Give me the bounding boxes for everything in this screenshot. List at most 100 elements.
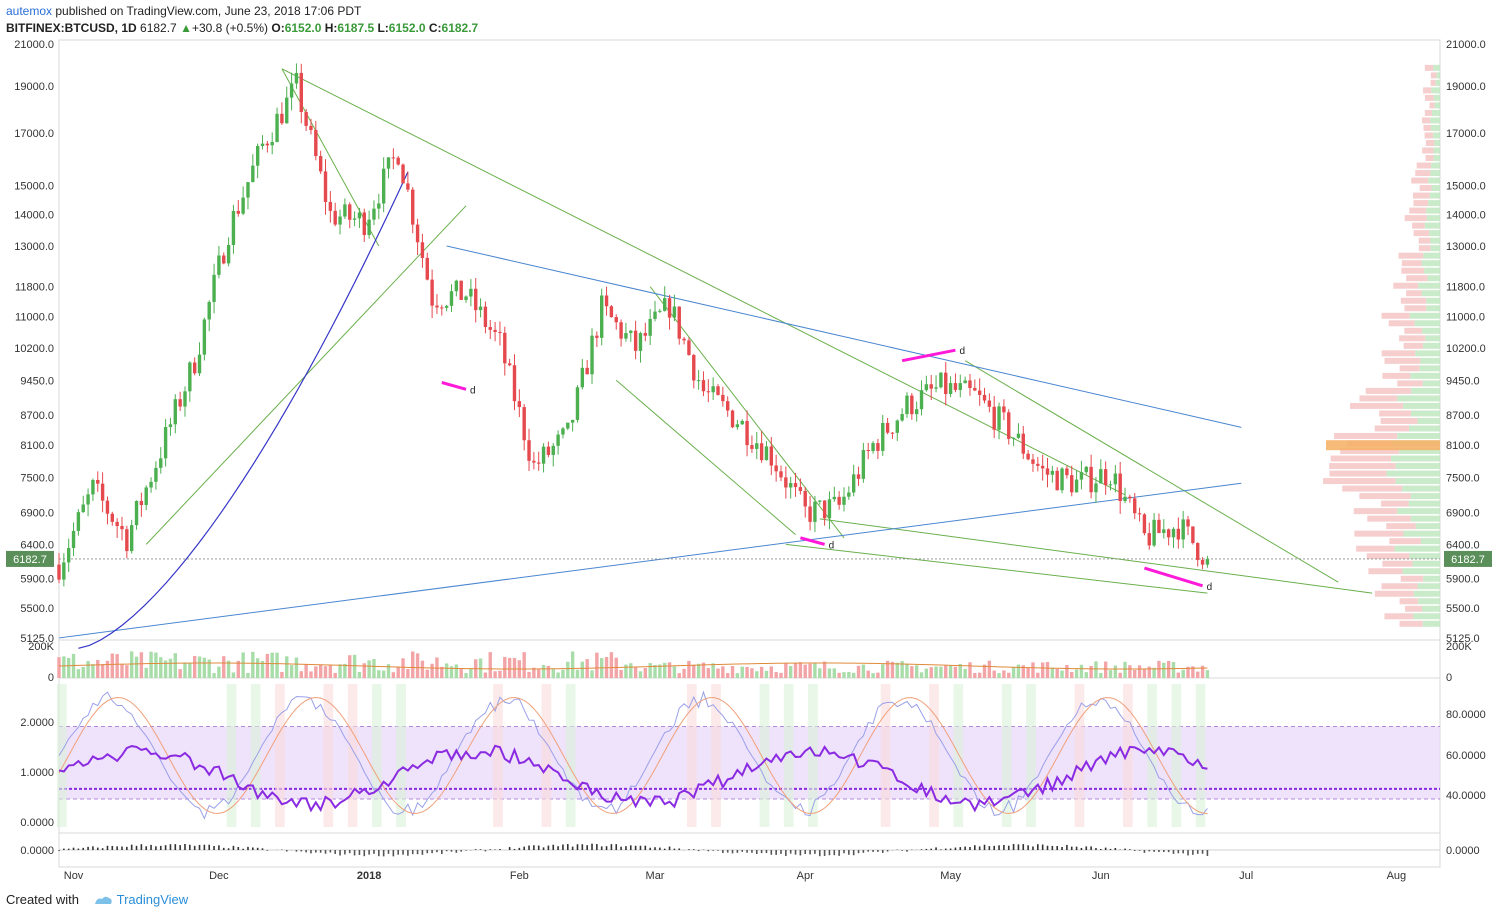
profile-bar-buy [1402,485,1440,492]
profile-bar-buy [1428,200,1440,207]
profile-bar-sell [1424,94,1434,101]
volume-bar [391,672,396,678]
macd-bar [547,845,550,850]
stoch-shade [759,684,770,827]
profile-bar-buy [1397,432,1440,439]
macd-bar [198,844,201,850]
volume-bar [692,664,696,678]
stoch-shade [1171,684,1182,827]
candle [96,480,100,484]
volume-bar [1036,672,1040,678]
candle [609,306,614,318]
candle [779,471,783,478]
macd-bar [692,849,695,850]
macd-bar [164,845,167,850]
candle [1205,558,1210,565]
candle [914,409,919,415]
candle [551,445,555,455]
profile-bar-sell [1399,365,1420,372]
volume-bar [265,653,270,678]
divergence-mark [441,381,467,391]
volume-bar [541,664,546,678]
profile-bar-buy [1417,417,1440,424]
price-tick-right: 11000.0 [1446,311,1485,323]
stoch-shade [565,684,576,827]
macd-bar [930,848,933,850]
volume-ma-line [58,662,1208,670]
volume-bar [178,669,182,678]
profile-bar-buy [1409,553,1440,560]
channel-lower-green [615,379,796,536]
macd-bar [881,850,884,853]
stoch-shade [711,684,721,827]
price-tick-left: 21000.0 [14,39,54,51]
stoch-tick-left: 0.0000 [20,817,54,829]
candle [1050,470,1055,475]
volume-bar [483,672,488,678]
trendline-green-lower [785,543,1208,594]
macd-bar [334,850,336,854]
macd-bar [213,845,215,850]
candle [997,406,1001,430]
macd-bar [426,850,429,854]
macd-bar [799,850,802,856]
symbol-line: BITFINEX:BTCUSD, 1D 6182.7 ▲+30.8 (+0.5%… [6,21,478,35]
price-tick-left: 17000.0 [14,128,54,140]
macd-bar [542,847,545,850]
profile-bar-buy [1431,185,1440,192]
volume-bar [163,660,168,678]
profile-bar-buy [1402,568,1440,575]
candle [1094,483,1098,493]
profile-bar-sell [1384,357,1421,364]
macd-bar [833,850,836,856]
candle [270,141,274,146]
profile-bar-sell [1353,508,1398,515]
candle [561,428,565,435]
candle [1031,459,1035,464]
macd-bar [1153,850,1155,852]
symbol-name[interactable]: BITFINEX:BTCUSD, 1D [6,21,137,35]
macd-bar [823,850,826,856]
volume-bar [944,665,948,678]
macd-bar [416,850,419,855]
candle [939,372,943,388]
profile-bar-sell [1388,320,1415,327]
stoch-band-fill [59,726,1440,799]
candle [192,362,197,374]
profile-bar-sell [1430,72,1437,79]
candle [86,494,90,505]
x-tick: Nov [64,870,84,882]
volume-bar [619,669,623,678]
macd-bar [1133,850,1136,851]
macd-bar [862,850,865,853]
volume-bar [866,670,870,678]
x-tick: Jul [1239,870,1253,882]
candle [454,280,459,292]
profile-bar-sell [1323,478,1396,485]
candle [619,322,623,339]
macd-bar [615,844,618,850]
candle [212,274,216,302]
volume-bar [706,668,711,678]
price-tick-right: 8100.0 [1446,440,1480,452]
candle [265,143,270,146]
price-tick-left: 11800.0 [15,282,54,294]
tradingview-link[interactable]: TradingView [116,892,189,907]
macd-bar [1187,850,1189,856]
stoch-shade [1074,684,1085,827]
profile-bar-buy [1430,170,1440,177]
macd-bar [726,850,729,853]
candle [115,521,119,526]
macd-bar [1027,845,1029,850]
macd-bar [639,845,642,850]
volume-bar [1171,661,1176,678]
macd-bar [474,849,477,850]
price-tick-right: 6400.0 [1446,539,1480,551]
stoch-shade [1147,684,1157,827]
profile-bar-buy [1431,109,1440,116]
macd-bar [1056,846,1058,850]
volume-bar [425,669,429,678]
author-link[interactable]: autemox [6,4,53,18]
macd-bar [256,847,259,850]
